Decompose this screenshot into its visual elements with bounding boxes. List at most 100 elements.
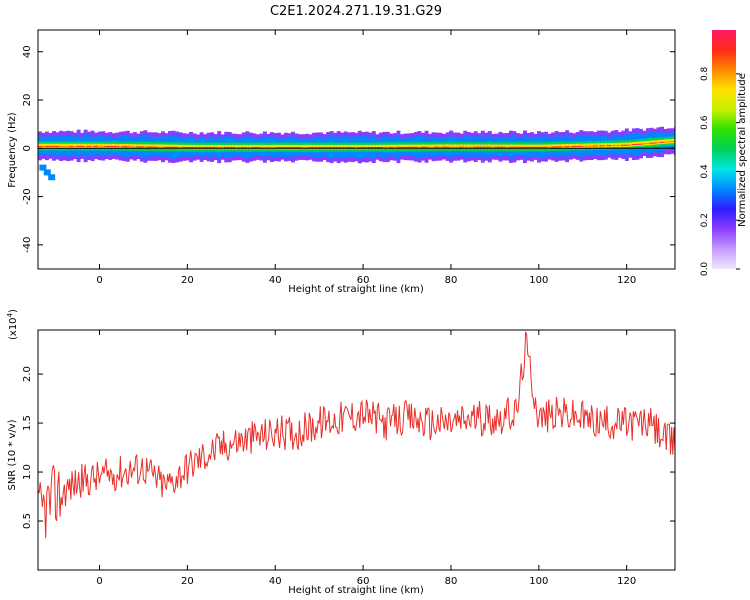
spectrogram-cell <box>628 142 633 147</box>
spectrogram-cell <box>554 146 559 148</box>
spectrogram-cell <box>234 144 239 150</box>
spectrogram-cell <box>600 145 605 147</box>
spectrogram-cell <box>449 144 454 149</box>
spectrogram-cell <box>157 146 162 148</box>
colorbar-tick-label: 0.0 <box>700 262 710 277</box>
spectrogram-cell <box>273 147 278 149</box>
spectrogram-cell <box>308 147 313 149</box>
spectrogram-cell <box>582 145 587 147</box>
spectrogram-cell <box>291 147 295 149</box>
spectrogram-cell <box>108 143 113 149</box>
spectrogram-cell <box>308 144 313 150</box>
spectrogram-cell <box>565 146 570 148</box>
spectrogram-cell <box>417 146 422 148</box>
colorbar-label: Normalized spectral amplitude <box>737 73 748 227</box>
spectrogram-cell <box>656 142 661 144</box>
spectrogram-cell <box>150 146 155 148</box>
spectrogram-cell <box>385 146 390 148</box>
spectrogram-cell <box>424 146 429 148</box>
spectrogram-cell <box>129 146 134 148</box>
snr-panel: 0 20 40 60 80 100 120 0.5 1.0 1.5 2.0 Height of st… <box>6 309 676 596</box>
y-tick-label: 1.5 <box>22 415 33 431</box>
spectrogram-cell <box>122 146 127 148</box>
spectrogram-secondary-cell <box>43 169 51 176</box>
spectrogram-cell <box>199 144 204 150</box>
spectrogram-y-label: Frequency (Hz) <box>7 112 18 188</box>
spectrogram-cell <box>445 144 450 149</box>
spectrogram-cell <box>284 147 288 149</box>
spectrogram-cell <box>255 147 260 149</box>
spectrogram-cell <box>442 146 447 148</box>
spectrogram-cell <box>642 143 647 145</box>
spectrogram-cell <box>382 146 387 148</box>
spectrogram-cell <box>624 144 629 146</box>
spectrogram-cell <box>607 145 612 147</box>
spectrogram-cell <box>125 146 130 148</box>
spectrogram-cell <box>333 147 338 149</box>
x-tick-label: 80 <box>445 576 458 587</box>
spectrogram-cell <box>59 145 64 147</box>
spectrogram-cell <box>136 146 141 148</box>
spectrogram-cell <box>153 146 158 148</box>
x-tick-label: 120 <box>617 576 636 587</box>
spectrogram-cell <box>579 145 584 147</box>
spectrogram-cell <box>389 146 394 148</box>
spectrogram-cell <box>210 147 215 149</box>
spectrogram-cell <box>139 146 144 148</box>
spectrogram-cell <box>586 145 591 147</box>
spectrogram-cell <box>473 146 478 148</box>
spectrogram-cell <box>614 142 619 148</box>
spectrogram-cell <box>248 147 253 149</box>
spectrogram-cell <box>319 147 324 149</box>
spectrogram-cell <box>561 146 566 148</box>
snr-multiplier-exp: 4 <box>6 312 14 317</box>
spectrogram-cells <box>38 126 675 181</box>
spectrogram-cell <box>111 146 116 148</box>
y-tick-label: 40 <box>22 45 33 58</box>
spectrogram-cell <box>572 146 577 148</box>
spectrogram-cell <box>456 146 461 148</box>
spectrogram-cell <box>259 144 264 150</box>
spectrogram-cell <box>66 145 71 147</box>
spectrogram-cell <box>336 147 341 149</box>
spectrogram-cell <box>192 147 197 149</box>
spectrogram-cell <box>635 143 640 145</box>
spectrogram-cell <box>526 146 531 148</box>
x-tick-label: 20 <box>181 275 194 286</box>
spectrogram-cell <box>132 144 137 149</box>
spectrogram-cell <box>336 144 341 150</box>
x-tick-label: 100 <box>529 275 548 286</box>
spectrogram-cell <box>354 147 359 149</box>
x-tick-label: 60 <box>357 576 370 587</box>
spectrogram-cell <box>305 147 310 149</box>
spectrogram-cell <box>326 147 331 149</box>
spectrogram-cell <box>537 146 541 148</box>
x-tick-label: 80 <box>445 275 458 286</box>
spectrogram-cell <box>617 144 622 146</box>
spectrogram-frame <box>37 29 676 270</box>
spectrogram-cell <box>392 146 397 148</box>
spectrogram-cell <box>347 144 352 150</box>
y-tick-label: 0 <box>22 145 33 151</box>
spectrogram-cell <box>445 146 450 148</box>
svg-text:(x104): (x104) <box>6 309 19 340</box>
spectrogram-cell <box>118 146 123 148</box>
spectrogram-cell <box>55 145 60 147</box>
snr-y-label: SNR (10 * v/v) <box>7 419 18 490</box>
spectrogram-cell <box>322 147 327 149</box>
spectrogram-cell <box>431 146 436 148</box>
spectrogram-secondary-cell <box>48 174 56 181</box>
spectrogram-cell <box>80 145 85 147</box>
spectrogram-cell <box>143 146 148 148</box>
x-tick-label: 0 <box>96 576 102 587</box>
spectrogram-cell <box>245 147 250 149</box>
spectrogram-cell <box>227 147 232 149</box>
spectrogram-cell <box>449 146 454 148</box>
spectrogram-cell <box>501 146 506 148</box>
spectrogram-cell <box>350 147 355 149</box>
colorbar-tick-label: 0.4 <box>700 164 710 179</box>
spectrogram-cell <box>185 144 190 150</box>
y-tick-label: 1.0 <box>22 464 33 480</box>
colorbar-tick-label: 0.8 <box>700 66 710 81</box>
spectrogram-cell <box>94 145 99 147</box>
